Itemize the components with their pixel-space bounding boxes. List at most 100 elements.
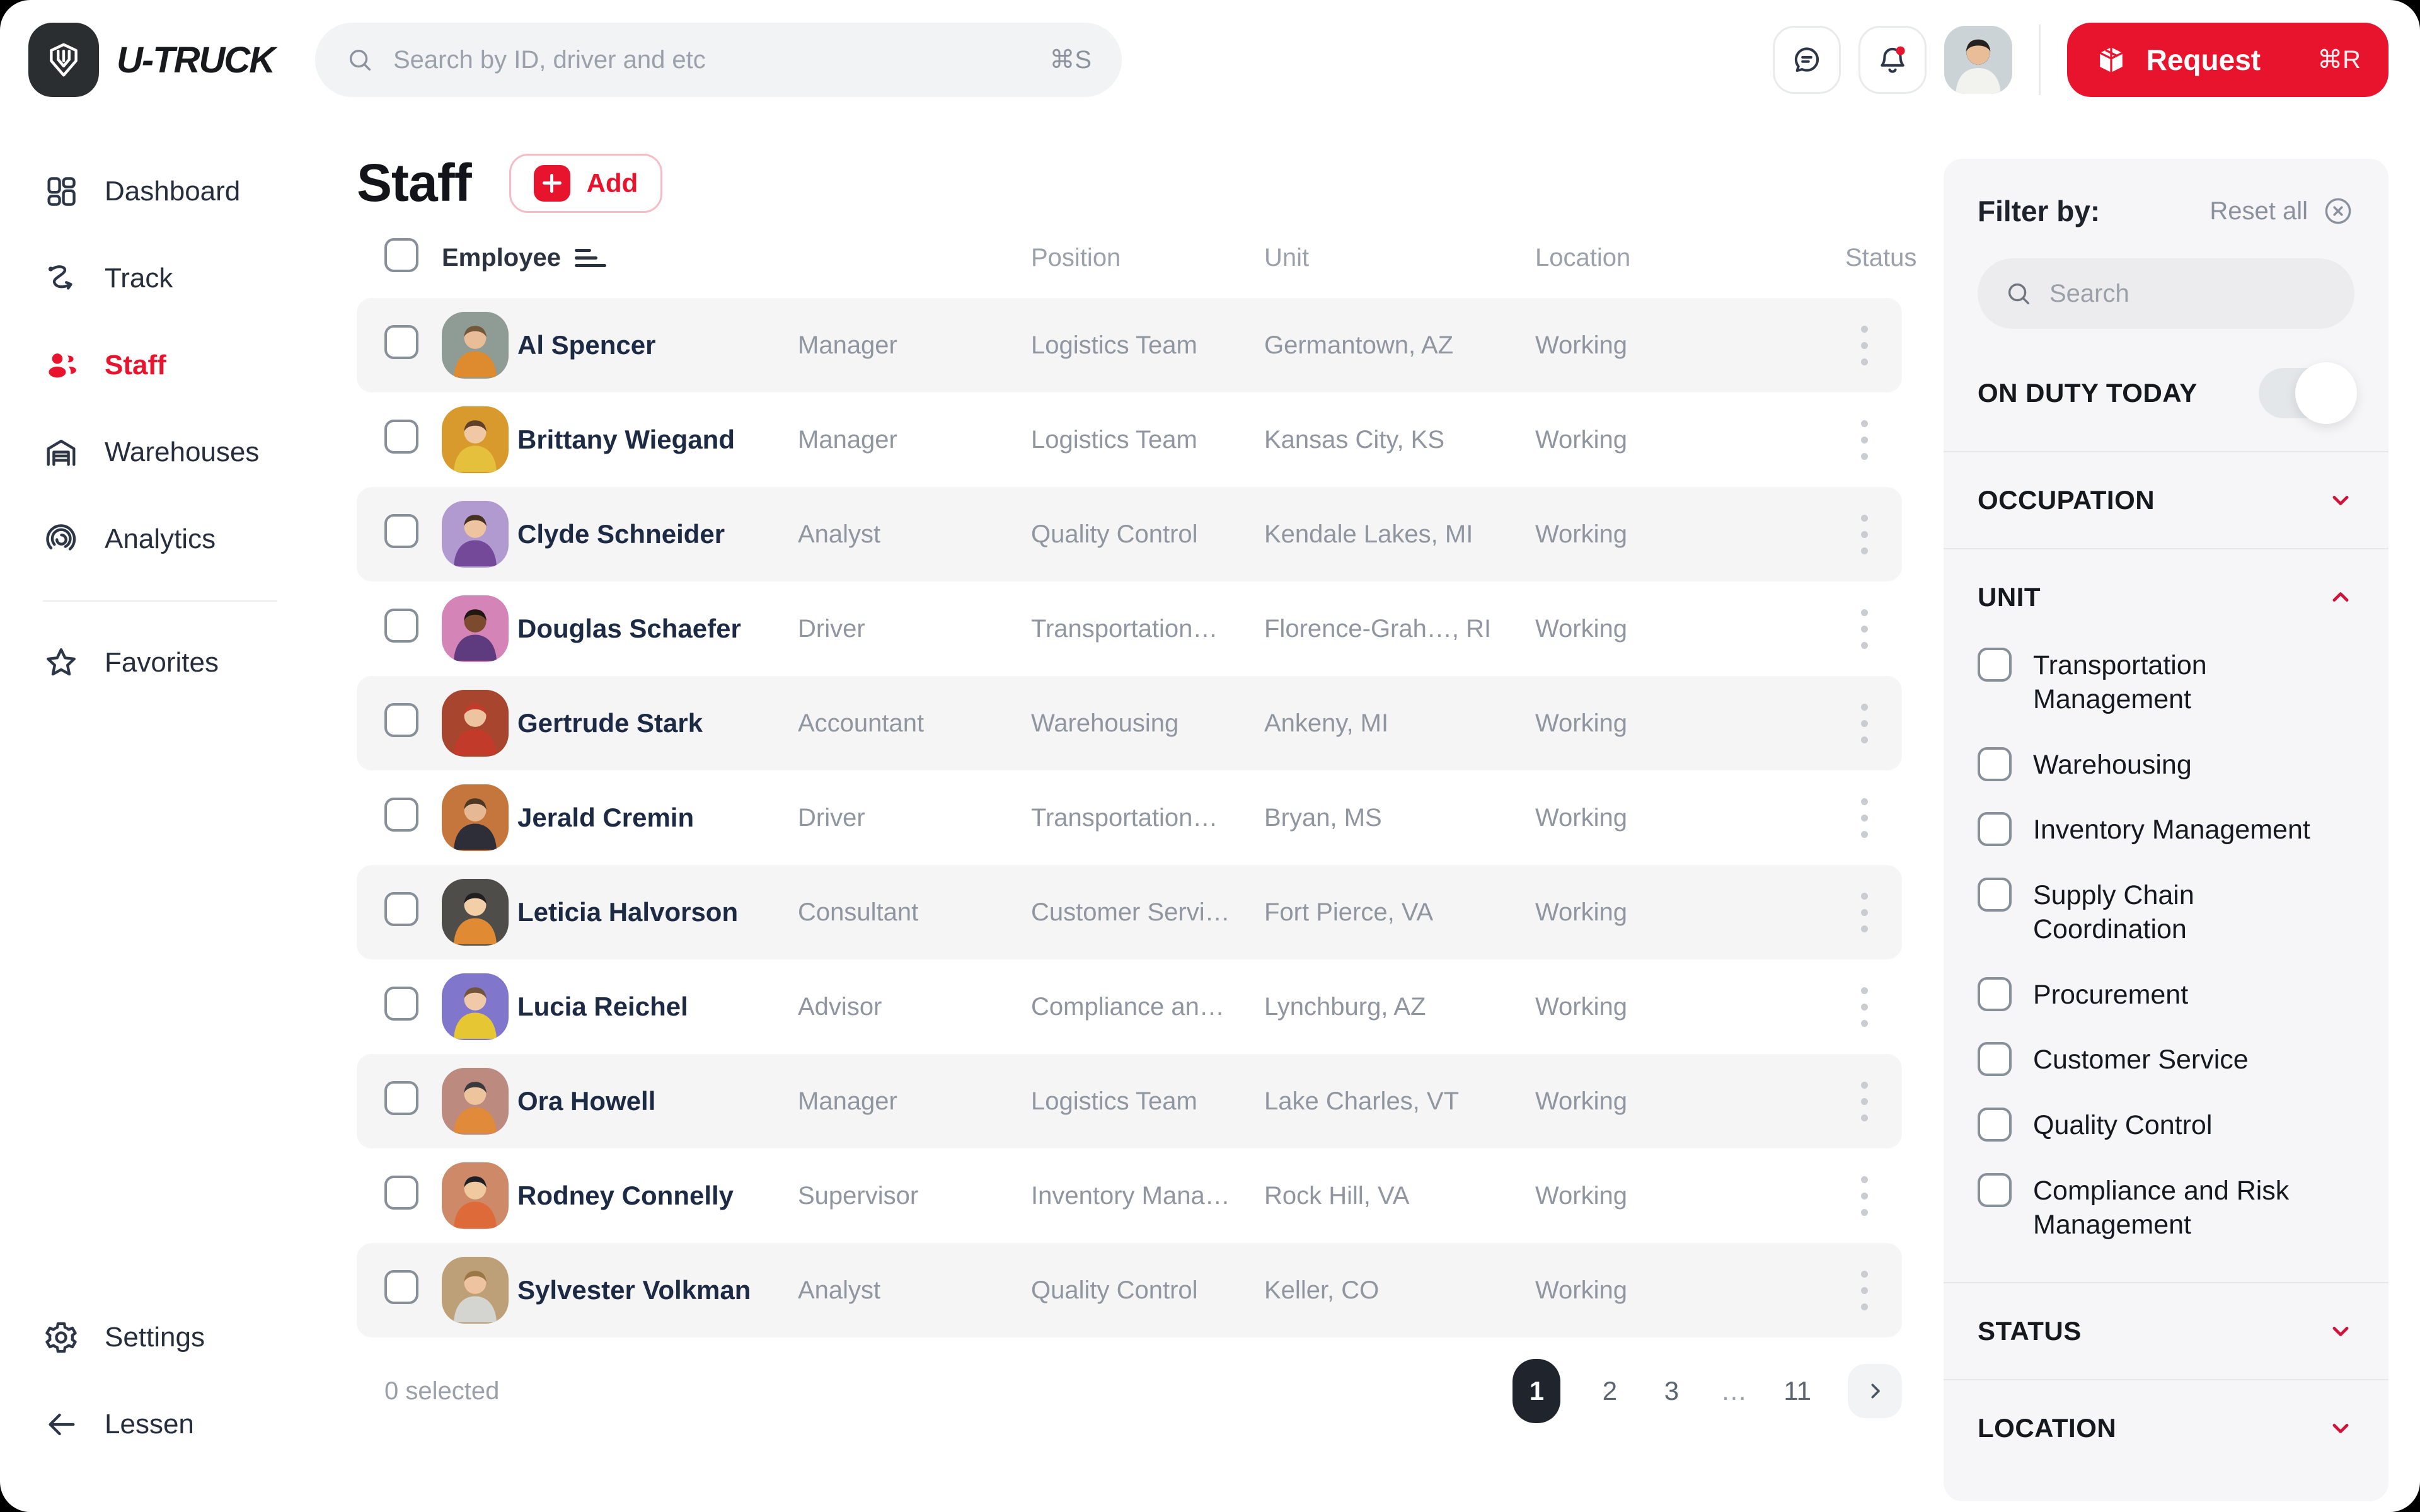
- row-checkbox[interactable]: [384, 1270, 418, 1304]
- row-checkbox[interactable]: [384, 420, 418, 454]
- table-row[interactable]: Lucia Reichel Advisor Compliance an… Lynchb…: [357, 959, 1902, 1054]
- row-menu-button[interactable]: [1845, 1073, 1883, 1130]
- messages-button[interactable]: [1772, 26, 1841, 94]
- sidebar-item-favorites[interactable]: Favorites: [43, 619, 315, 706]
- table-row[interactable]: Jerald Cremin Driver Transportation… Bryan,…: [357, 770, 1902, 865]
- row-checkbox[interactable]: [384, 703, 418, 737]
- table-row[interactable]: Clyde Schneider Analyst Quality Control Ken…: [357, 487, 1902, 581]
- employee-unit: Inventory Mana…: [1031, 1181, 1230, 1210]
- row-menu-button[interactable]: [1845, 978, 1883, 1035]
- filter-search[interactable]: [1978, 258, 2374, 329]
- unit-option-inventory-management[interactable]: Inventory Management: [1978, 797, 2354, 862]
- sidebar-item-track[interactable]: Track: [43, 235, 315, 322]
- table-row[interactable]: Al Spencer Manager Logistics Team Germantow…: [357, 298, 1902, 392]
- row-menu-button[interactable]: [1845, 1167, 1883, 1224]
- sidebar-item-analytics[interactable]: Analytics: [43, 496, 315, 583]
- sidebar-item-dashboard[interactable]: Dashboard: [43, 148, 315, 235]
- main-content: Staff Add Employee Position Unit Locatio…: [315, 120, 1944, 1512]
- search-input[interactable]: [393, 45, 1031, 74]
- filter-section-status[interactable]: STATUS: [1978, 1283, 2354, 1379]
- next-page-button[interactable]: [1848, 1364, 1902, 1418]
- row-menu-button[interactable]: [1845, 317, 1883, 374]
- sidebar-item-warehouses[interactable]: Warehouses: [43, 409, 315, 496]
- option-checkbox[interactable]: [1978, 1172, 2012, 1207]
- employee-status: Working: [1535, 331, 1627, 359]
- column-employee[interactable]: Employee: [442, 244, 798, 272]
- employee-position: Advisor: [798, 992, 882, 1021]
- sidebar-item-staff[interactable]: Staff: [43, 322, 315, 409]
- filter-section-location[interactable]: LOCATION: [1978, 1380, 2354, 1476]
- row-checkbox[interactable]: [384, 1176, 418, 1210]
- employee-location: Keller, CO: [1264, 1276, 1380, 1304]
- page-3[interactable]: 3: [1664, 1376, 1680, 1406]
- employee-location: Ankeny, MI: [1264, 709, 1389, 737]
- unit-option-quality-control[interactable]: Quality Control: [1978, 1092, 2354, 1158]
- row-checkbox[interactable]: [384, 1081, 418, 1115]
- unit-option-supply-chain-coordination[interactable]: Supply Chain Coordination: [1978, 862, 2354, 962]
- page-1[interactable]: 1: [1512, 1359, 1561, 1423]
- sidebar-collapse-button[interactable]: Lessen: [43, 1381, 315, 1468]
- filter-section-occupation[interactable]: OCCUPATION: [1978, 452, 2354, 548]
- row-menu-button[interactable]: [1845, 884, 1883, 941]
- option-checkbox[interactable]: [1978, 1108, 2012, 1142]
- row-checkbox[interactable]: [384, 325, 418, 359]
- arrow-left-icon: [43, 1406, 79, 1443]
- employee-name: Clyde Schneider: [517, 519, 725, 549]
- column-position: Position: [1031, 244, 1121, 272]
- row-menu-button[interactable]: [1845, 695, 1883, 752]
- filter-search-input[interactable]: [2049, 279, 2374, 308]
- page-2[interactable]: 2: [1602, 1376, 1618, 1406]
- option-checkbox[interactable]: [1978, 878, 2012, 912]
- column-unit: Unit: [1264, 244, 1310, 272]
- employee-unit: Quality Control: [1031, 1276, 1198, 1304]
- row-menu-button[interactable]: [1845, 411, 1883, 468]
- row-checkbox[interactable]: [384, 798, 418, 832]
- option-checkbox[interactable]: [1978, 976, 2012, 1011]
- row-menu-button[interactable]: [1845, 506, 1883, 563]
- notifications-button[interactable]: [1858, 26, 1927, 94]
- table-row[interactable]: Brittany Wiegand Manager Logistics Team Kan…: [357, 392, 1902, 487]
- reset-all-button[interactable]: Reset all: [2210, 195, 2354, 227]
- employee-location: Lake Charles, VT: [1264, 1087, 1460, 1115]
- table-row[interactable]: Sylvester Volkman Analyst Quality Control K…: [357, 1243, 1902, 1337]
- employee-position: Manager: [798, 1087, 897, 1115]
- filter-section-unit[interactable]: UNIT: [1978, 549, 2354, 630]
- unit-option-compliance-and-risk-management[interactable]: Compliance and Risk Management: [1978, 1158, 2354, 1257]
- add-employee-button[interactable]: Add: [509, 153, 663, 213]
- employee-name: Douglas Schaefer: [517, 614, 741, 643]
- on-duty-toggle[interactable]: [2259, 362, 2357, 424]
- page-11[interactable]: 11: [1783, 1376, 1811, 1406]
- unit-option-transportation-management[interactable]: Transportation Management: [1978, 633, 2354, 732]
- table-row[interactable]: Leticia Halvorson Consultant Customer Serv…: [357, 865, 1902, 959]
- table-row[interactable]: Gertrude Stark Accountant Warehousing Anken…: [357, 676, 1902, 770]
- chevron-down-icon: [2327, 1414, 2354, 1442]
- option-checkbox[interactable]: [1978, 1042, 2012, 1077]
- unit-option-warehousing[interactable]: Warehousing: [1978, 732, 2354, 798]
- option-checkbox[interactable]: [1978, 747, 2012, 781]
- column-location: Location: [1535, 244, 1631, 272]
- row-menu-button[interactable]: [1845, 789, 1883, 846]
- table-row[interactable]: Rodney Connelly Supervisor Inventory Mana……: [357, 1148, 1902, 1243]
- row-checkbox[interactable]: [384, 987, 418, 1021]
- row-checkbox[interactable]: [384, 892, 418, 926]
- row-menu-button[interactable]: [1845, 1262, 1883, 1319]
- user-avatar[interactable]: [1944, 26, 2012, 94]
- employee-name: Leticia Halvorson: [517, 897, 739, 927]
- global-search[interactable]: ⌘S: [315, 23, 1122, 97]
- row-checkbox[interactable]: [384, 609, 418, 643]
- table-row[interactable]: Ora Howell Manager Logistics Team Lake Char…: [357, 1054, 1902, 1148]
- unit-option-procurement[interactable]: Procurement: [1978, 962, 2354, 1028]
- row-menu-button[interactable]: [1845, 600, 1883, 657]
- employee-name: Lucia Reichel: [517, 992, 688, 1021]
- sidebar-item-settings[interactable]: Settings: [43, 1294, 315, 1381]
- search-shortcut: ⌘S: [1049, 46, 1092, 74]
- request-button[interactable]: Request ⌘R: [2066, 23, 2388, 97]
- option-checkbox[interactable]: [1978, 812, 2012, 847]
- employee-status: Working: [1535, 709, 1627, 737]
- row-checkbox[interactable]: [384, 514, 418, 548]
- option-checkbox[interactable]: [1978, 648, 2012, 682]
- topbar: U-TRUCK ⌘S Request ⌘R: [0, 0, 2420, 120]
- select-all-checkbox[interactable]: [384, 238, 418, 272]
- table-row[interactable]: Douglas Schaefer Driver Transportation… Flo…: [357, 581, 1902, 676]
- unit-option-customer-service[interactable]: Customer Service: [1978, 1027, 2354, 1092]
